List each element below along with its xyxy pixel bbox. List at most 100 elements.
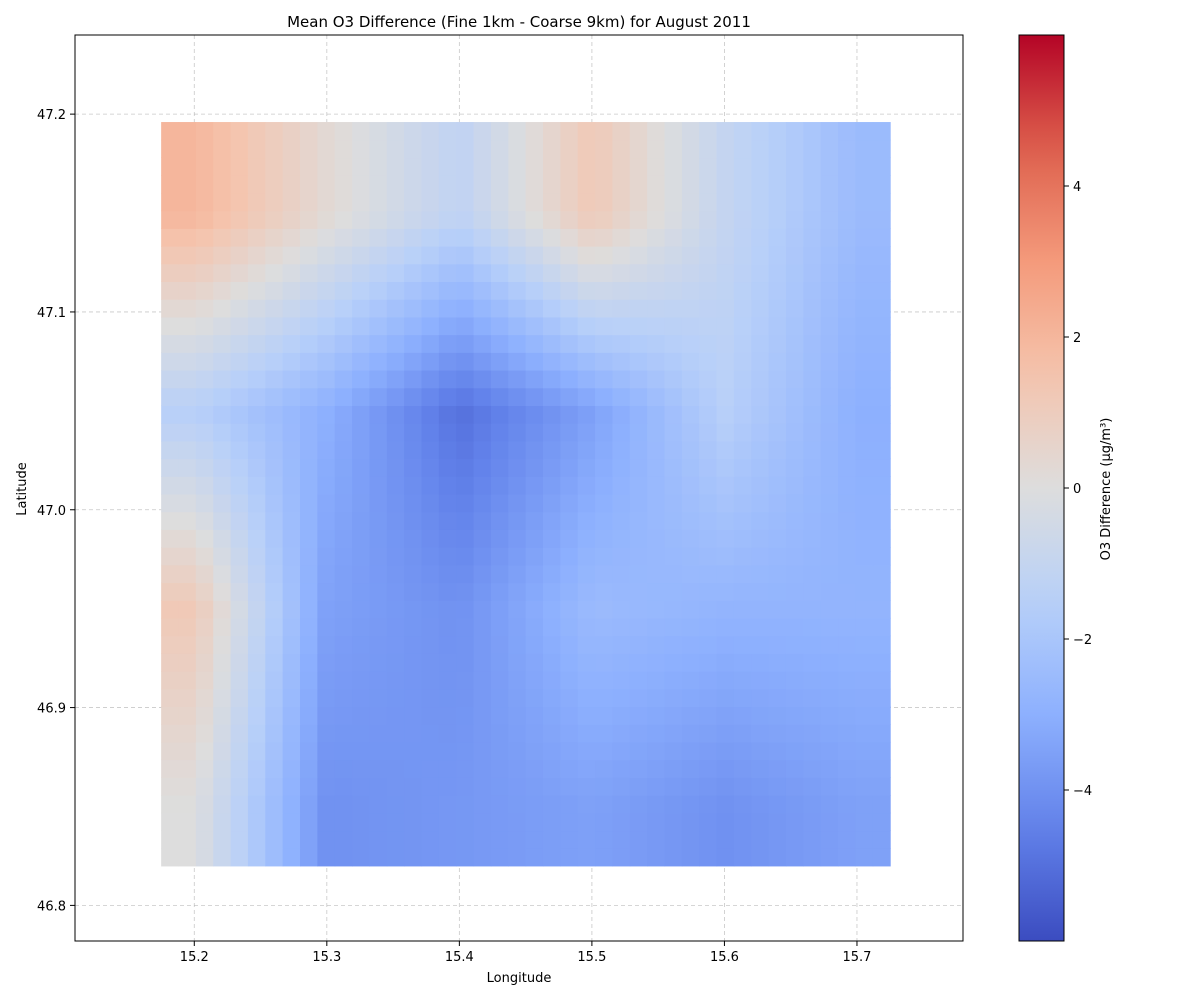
heatmap-cell — [838, 139, 856, 159]
heatmap-cell — [230, 369, 249, 389]
heatmap-cell — [647, 777, 666, 796]
heatmap-cell — [577, 316, 596, 336]
heatmap-cell — [872, 794, 891, 814]
heatmap-cell — [855, 653, 874, 672]
heatmap-cell — [282, 210, 301, 229]
heatmap-cell — [300, 263, 318, 283]
heatmap-cell — [317, 848, 336, 867]
heatmap-cell — [542, 741, 561, 761]
heatmap-cell — [872, 511, 891, 530]
heatmap-cell — [247, 812, 266, 832]
heatmap-cell — [438, 529, 457, 548]
heatmap-cell — [508, 812, 527, 832]
heatmap-cell — [699, 458, 718, 477]
heatmap-cell — [213, 724, 232, 743]
heatmap-cell — [855, 316, 874, 336]
heatmap-cell — [317, 405, 336, 424]
heatmap-cell — [664, 423, 683, 442]
heatmap-cell — [716, 423, 735, 442]
heatmap-cell — [438, 671, 457, 690]
heatmap-cell — [352, 192, 371, 212]
heatmap-cell — [838, 706, 856, 725]
heatmap-cell — [386, 210, 405, 229]
heatmap-cell — [490, 635, 509, 654]
heatmap-cell — [855, 440, 874, 460]
heatmap-cell — [508, 564, 527, 584]
heatmap-cell — [820, 724, 839, 743]
heatmap-cell — [508, 157, 527, 176]
heatmap-cell — [629, 830, 648, 849]
heatmap-cell — [230, 777, 249, 796]
heatmap-cell — [855, 263, 874, 283]
heatmap-cell — [369, 192, 388, 212]
heatmap-cell — [473, 246, 492, 265]
heatmap-cell — [247, 423, 266, 442]
heatmap-cell — [647, 741, 666, 761]
heatmap-cell — [785, 794, 804, 814]
heatmap-cell — [369, 848, 388, 867]
heatmap-cell — [456, 246, 475, 265]
heatmap-cell — [716, 405, 735, 424]
heatmap-cell — [525, 635, 544, 654]
heatmap-cell — [369, 405, 388, 424]
heatmap-cell — [820, 263, 839, 283]
heatmap-cell — [178, 263, 197, 283]
heatmap-cell — [438, 458, 457, 477]
heatmap-cell — [369, 228, 388, 247]
heatmap-cell — [386, 246, 405, 265]
heatmap-cell — [334, 210, 353, 229]
heatmap-cell — [265, 334, 284, 353]
heatmap-cell — [230, 263, 249, 283]
heatmap-cell — [733, 848, 752, 867]
heatmap-cell — [317, 671, 336, 690]
heatmap-cell — [473, 688, 492, 708]
heatmap-cell — [161, 122, 180, 141]
heatmap-cell — [473, 547, 492, 566]
heatmap-cell — [230, 175, 249, 194]
heatmap-cell — [213, 405, 232, 424]
heatmap-cell — [525, 706, 544, 725]
heatmap-cell — [716, 777, 735, 796]
heatmap-cell — [195, 139, 214, 159]
heatmap-cell — [473, 741, 492, 761]
heatmap-cell — [195, 175, 214, 194]
heatmap-cell — [838, 600, 856, 619]
heatmap-cell — [838, 210, 856, 229]
heatmap-cell — [265, 228, 284, 247]
heatmap-cell — [213, 794, 232, 814]
heatmap-cell — [629, 759, 648, 778]
heatmap-cell — [265, 600, 284, 619]
heatmap-cell — [525, 529, 544, 548]
heatmap-cell — [490, 724, 509, 743]
heatmap-cell — [386, 671, 405, 690]
heatmap-cell — [525, 352, 544, 371]
heatmap-cell — [473, 228, 492, 247]
heatmap-cell — [681, 476, 700, 495]
heatmap-cell — [230, 228, 249, 247]
plot-frame — [74, 34, 964, 942]
heatmap-cell — [369, 299, 388, 318]
heatmap-cell — [733, 405, 752, 424]
heatmap-cell — [369, 246, 388, 265]
heatmap-cell — [508, 458, 527, 477]
heatmap-cell — [751, 210, 770, 229]
heatmap-cell — [369, 564, 388, 584]
heatmap-cell — [872, 387, 891, 406]
heatmap-cell — [456, 653, 475, 672]
heatmap-cell — [404, 511, 423, 530]
heatmap-cell — [699, 228, 718, 247]
heatmap-cell — [456, 476, 475, 495]
heatmap-cell — [647, 192, 666, 212]
heatmap-cell — [421, 192, 440, 212]
heatmap-cell — [525, 228, 544, 247]
heatmap-cell — [508, 582, 527, 601]
heatmap-cell — [542, 635, 561, 654]
heatmap-cell — [699, 671, 718, 690]
heatmap-cell — [664, 741, 683, 761]
heatmap-cell — [421, 617, 440, 637]
heatmap-cell — [404, 812, 423, 832]
heatmap-cell — [265, 511, 284, 530]
heatmap-cell — [803, 175, 822, 194]
heatmap-cell — [161, 263, 180, 283]
heatmap-cell — [386, 741, 405, 761]
